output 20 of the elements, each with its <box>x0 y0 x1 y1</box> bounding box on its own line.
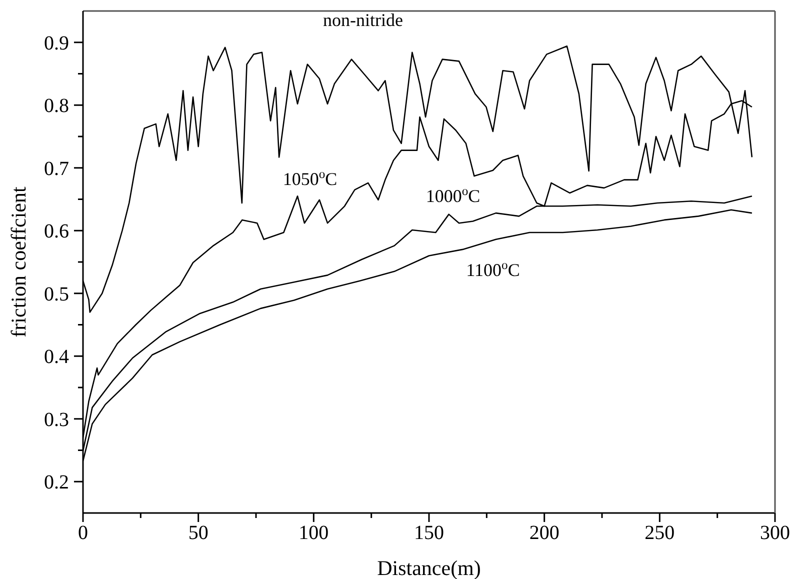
x-tick-label: 100 <box>298 522 329 544</box>
series-label: 1100$^{o}$C <box>466 258 520 280</box>
y-tick-label: 0.5 <box>44 283 69 306</box>
x-tick-label: 200 <box>529 522 560 544</box>
series-label: 1050$^{o}$C <box>282 167 338 189</box>
y-tick-label: 0.9 <box>44 32 69 54</box>
x-tick-label: 50 <box>188 522 208 544</box>
y-tick-label: 0.8 <box>44 95 69 118</box>
x-tick-label: 300 <box>760 522 790 544</box>
y-tick-label: 0.2 <box>44 472 69 494</box>
x-tick-label: 0 <box>78 522 88 544</box>
x-tick-label: 250 <box>644 522 675 544</box>
series-label: non-nitride <box>323 10 403 30</box>
y-tick-label: 0.6 <box>44 220 69 243</box>
y-axis-title: friction coeffcient <box>6 186 30 338</box>
series-label: 1000$^{o}$C <box>426 184 480 206</box>
y-tick-label: 0.4 <box>44 346 69 368</box>
y-tick-label: 0.7 <box>44 158 69 180</box>
y-tick-label: 0.3 <box>44 408 69 431</box>
x-tick-label: 150 <box>414 522 444 544</box>
